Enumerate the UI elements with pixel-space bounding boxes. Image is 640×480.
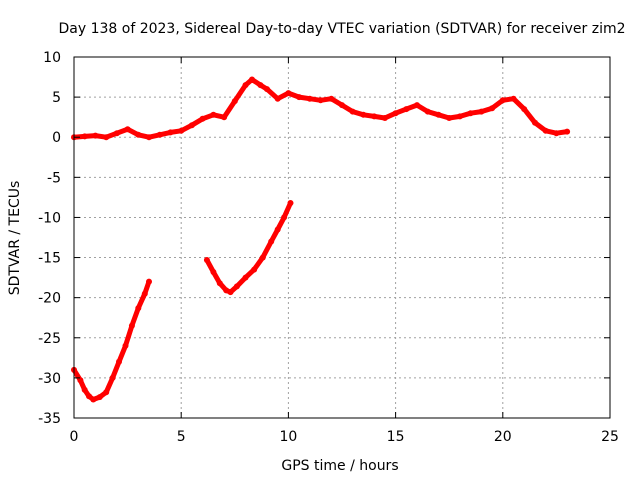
data-point xyxy=(92,132,99,139)
data-point xyxy=(231,98,238,105)
data-point xyxy=(188,122,195,129)
data-point xyxy=(242,274,249,281)
data-point xyxy=(532,119,538,126)
data-point xyxy=(113,130,120,137)
data-point xyxy=(392,110,399,117)
y-tick-label: 5 xyxy=(52,90,61,106)
data-point xyxy=(435,111,442,118)
y-tick-label: -15 xyxy=(38,251,61,267)
y-tick-label: -35 xyxy=(38,411,61,427)
x-tick-label: 20 xyxy=(494,429,512,445)
data-point xyxy=(499,97,506,104)
data-point xyxy=(146,134,152,141)
data-point xyxy=(103,134,110,141)
data-point xyxy=(141,290,148,297)
x-tick-labels: 0 5 10 15 20 25 xyxy=(70,429,619,445)
x-tick-label: 15 xyxy=(387,429,405,445)
x-axis-label: GPS time / hours xyxy=(281,458,398,474)
data-point xyxy=(135,305,142,312)
grid xyxy=(74,57,610,418)
data-point xyxy=(81,386,88,393)
data-point xyxy=(317,97,324,104)
data-point xyxy=(360,111,367,118)
data-point xyxy=(281,214,288,221)
data-point xyxy=(242,82,249,89)
data-point xyxy=(371,113,378,120)
data-point xyxy=(124,126,131,133)
data-point xyxy=(128,322,135,329)
data-point xyxy=(274,95,281,102)
data-point xyxy=(199,115,206,122)
data-point xyxy=(116,358,122,365)
x-tick-label: 5 xyxy=(177,429,186,445)
data-point xyxy=(381,115,388,121)
data-point xyxy=(90,396,97,403)
data-point xyxy=(216,280,223,287)
data-point xyxy=(339,102,345,109)
data-point xyxy=(96,394,103,401)
data-point xyxy=(446,115,453,121)
data-point xyxy=(135,131,142,138)
data-point xyxy=(521,106,528,113)
data-point xyxy=(233,283,240,290)
data-point xyxy=(249,76,255,83)
y-tick-labels: -35 -30 -25 -20 -15 -10 -5 0 5 10 xyxy=(38,50,61,427)
data-point xyxy=(403,106,410,113)
data-point xyxy=(156,131,163,138)
y-tick-label: -25 xyxy=(38,331,61,347)
data-point xyxy=(287,200,294,206)
data-point xyxy=(296,94,303,101)
data-point xyxy=(328,95,335,102)
data-point xyxy=(227,289,234,296)
data-point xyxy=(553,130,560,137)
plot-border xyxy=(73,56,611,419)
data-point xyxy=(268,238,275,245)
y-tick-label: -10 xyxy=(38,210,61,226)
y-tick-label: -20 xyxy=(38,291,61,307)
y-tick-label: 0 xyxy=(52,130,61,146)
data-point xyxy=(203,257,210,263)
data-point xyxy=(257,82,264,89)
ticks xyxy=(73,56,611,419)
data-point xyxy=(81,133,88,140)
data-point xyxy=(210,111,217,118)
y-tick-label: -5 xyxy=(47,170,61,186)
data-point xyxy=(146,278,152,285)
data-point xyxy=(210,269,217,275)
y-tick-label: -30 xyxy=(38,371,61,387)
data-point xyxy=(259,254,266,261)
series-layer xyxy=(71,76,571,403)
data-point xyxy=(103,389,110,396)
data-point xyxy=(221,114,228,121)
data-point xyxy=(109,374,116,381)
data-point xyxy=(167,129,174,136)
data-point xyxy=(264,86,270,93)
chart-title: Day 138 of 2023, Sidereal Day-to-day VTE… xyxy=(59,21,626,37)
x-tick-label: 10 xyxy=(279,429,297,445)
data-point xyxy=(285,90,292,97)
data-point xyxy=(274,226,281,233)
data-point xyxy=(122,342,129,349)
data-point xyxy=(414,102,420,109)
data-point xyxy=(564,128,571,135)
data-point xyxy=(349,108,356,115)
y-tick-label: 10 xyxy=(43,50,61,66)
x-tick-label: 0 xyxy=(70,429,79,445)
data-point xyxy=(456,113,463,120)
data-point xyxy=(424,108,431,115)
data-point xyxy=(510,95,517,102)
data-point xyxy=(306,95,313,102)
data-point xyxy=(251,266,258,273)
y-axis-label: SDTVAR / TECUs xyxy=(7,181,23,296)
data-point xyxy=(478,108,485,115)
data-point xyxy=(489,105,496,112)
data-point xyxy=(178,127,185,134)
x-tick-label: 25 xyxy=(601,429,619,445)
data-point xyxy=(77,377,84,384)
data-point xyxy=(86,393,92,400)
data-point xyxy=(467,110,474,117)
data-point xyxy=(542,127,549,134)
